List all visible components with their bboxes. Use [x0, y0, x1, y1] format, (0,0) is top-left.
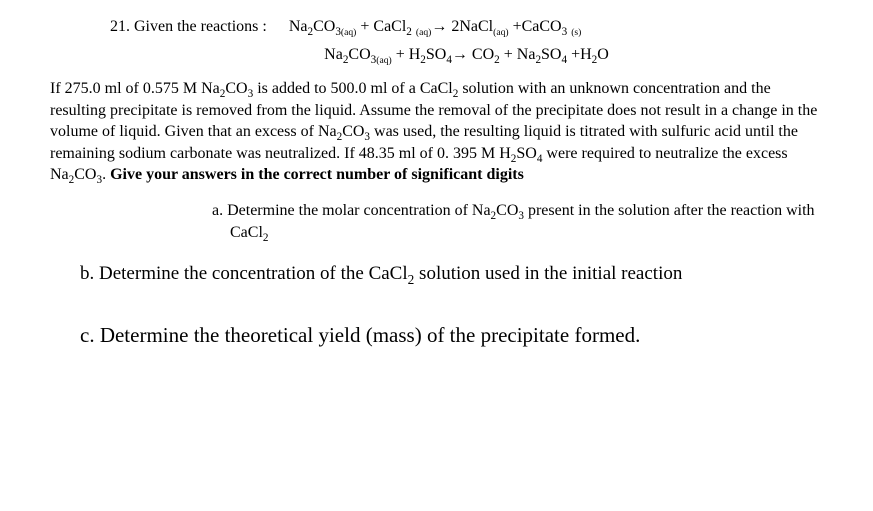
equation-2: Na2CO3(aq) + H2SO4→ CO2 + Na2SO4 +H2O [110, 46, 823, 64]
part-a: a. Determine the molar concentration of … [230, 200, 823, 243]
question-number: 21. [110, 18, 130, 36]
question-header: 21. Given the reactions : Na2CO3(aq) + C… [110, 18, 823, 36]
equation-1: Na2CO3(aq) + CaCl2 (aq)→ 2NaCl(aq) +CaCO… [289, 18, 581, 36]
question-body: If 275.0 ml of 0.575 M Na2CO3 is added t… [50, 78, 823, 186]
part-b: b. Determine the concentration of the Ca… [80, 263, 823, 285]
part-c: c. Determine the theoretical yield (mass… [80, 323, 823, 348]
question-intro: Given the reactions : [134, 18, 267, 36]
document-page: 21. Given the reactions : Na2CO3(aq) + C… [0, 0, 873, 358]
